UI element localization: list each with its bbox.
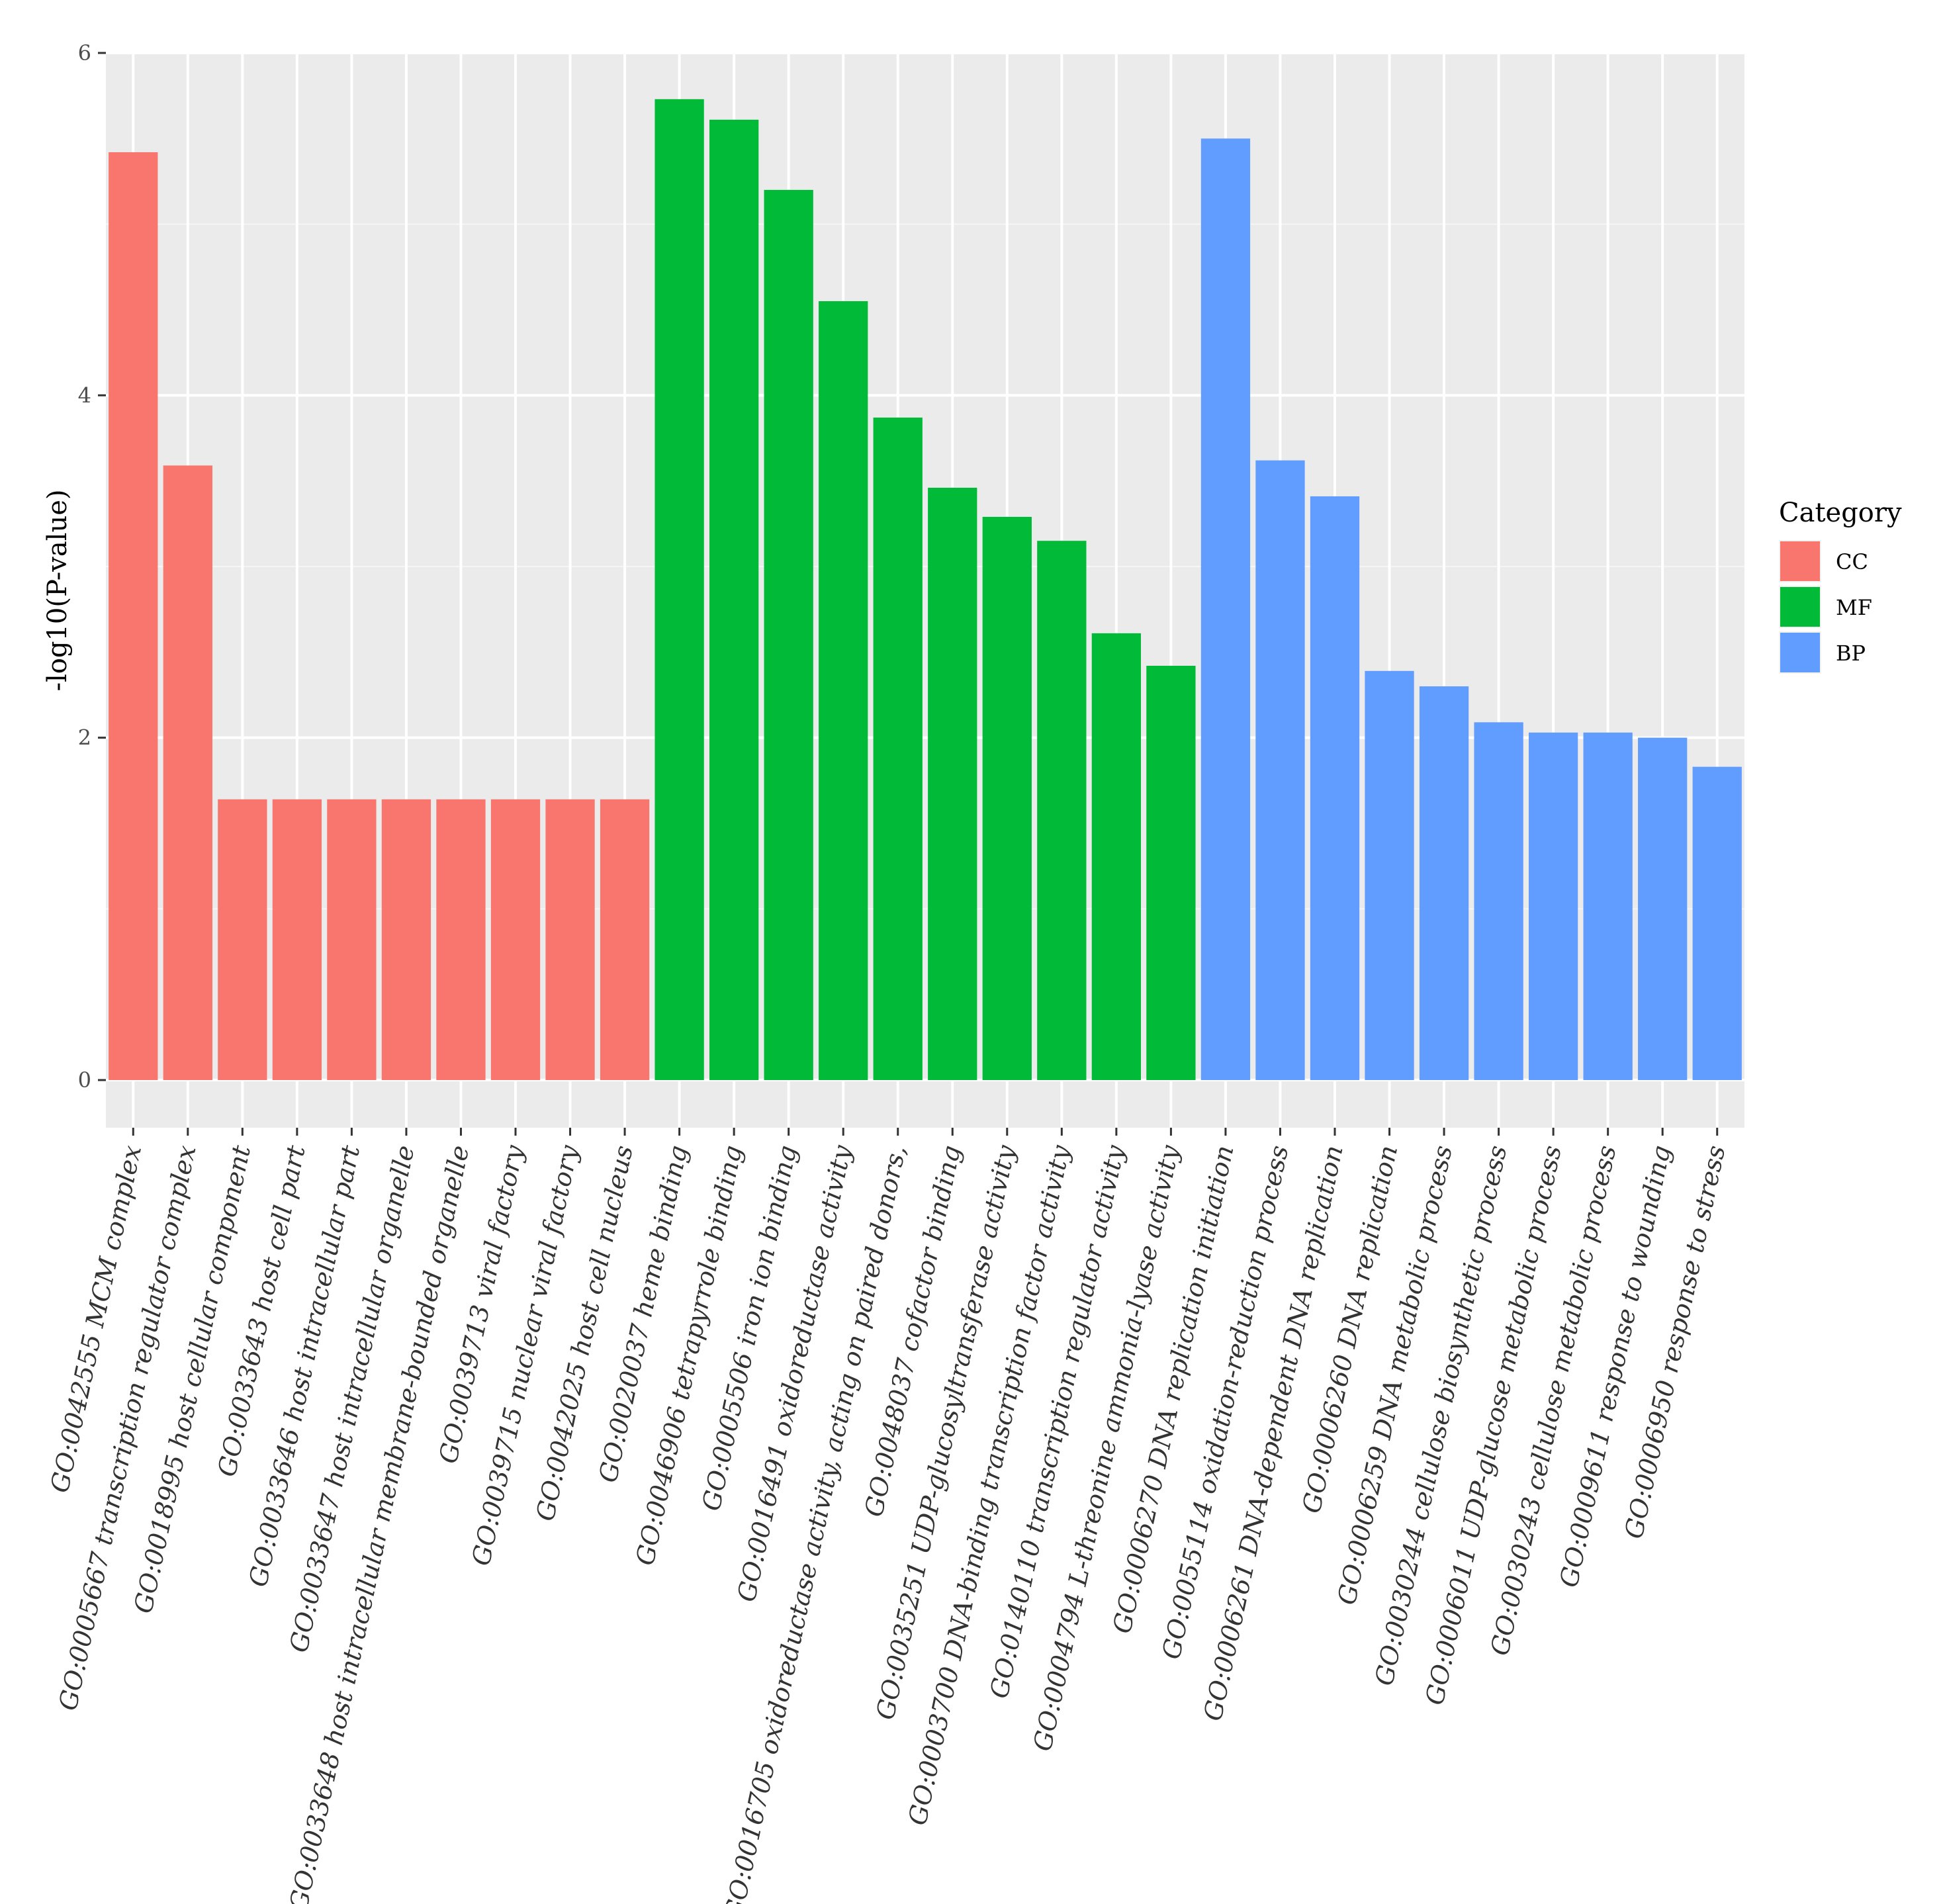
bar-cc [436,799,486,1080]
legend-swatch-bp [1780,633,1820,672]
bar-mf [655,99,704,1081]
bar-mf [709,119,759,1080]
bar-bp [1255,460,1305,1080]
bar-bp [1583,732,1633,1080]
y-tick-label: 0 [78,1067,91,1093]
bar-cc [109,152,158,1080]
y-tick-label: 2 [78,725,91,750]
plot-panel [106,53,1744,1128]
bar-cc [163,465,212,1080]
legend-title: Category [1779,498,1902,528]
y-tick-label: 4 [78,383,91,408]
bar-bp [1310,496,1360,1080]
bar-bp [1638,737,1688,1080]
bar-bp [1419,686,1469,1080]
bar-bp [1474,722,1523,1080]
bar-mf [873,417,923,1080]
bar-mf [764,189,813,1081]
bar-cc [545,799,595,1080]
legend: Category CC MF BP [1779,498,1902,674]
bar-mf [928,488,977,1080]
bar-bp [1692,766,1742,1080]
legend-swatch-cc [1780,541,1820,581]
y-axis-title: -log10(P-value) [42,489,73,691]
bar-bp [1200,138,1251,1081]
y-tick-label: 6 [78,40,91,66]
y-axis: 0 2 4 6 [78,40,106,1093]
bar-bp [1365,670,1414,1080]
bar-cc [381,799,431,1080]
bar-mf [819,301,868,1080]
bar-cc [327,799,377,1080]
bar-mf [1091,633,1142,1080]
legend-label-bp: BP [1836,641,1866,666]
bar-cc [272,799,322,1080]
bar-bp [1528,732,1578,1080]
bars [109,99,1742,1081]
legend-label-mf: MF [1836,595,1872,620]
bar-mf [1037,541,1087,1080]
bar-cc [600,799,650,1080]
bar-cc [490,799,541,1080]
legend-swatch-mf [1780,587,1820,627]
legend-label-cc: CC [1836,549,1868,574]
bar-mf [982,516,1032,1080]
bar-mf [1146,666,1196,1080]
bar-cc [218,799,267,1080]
